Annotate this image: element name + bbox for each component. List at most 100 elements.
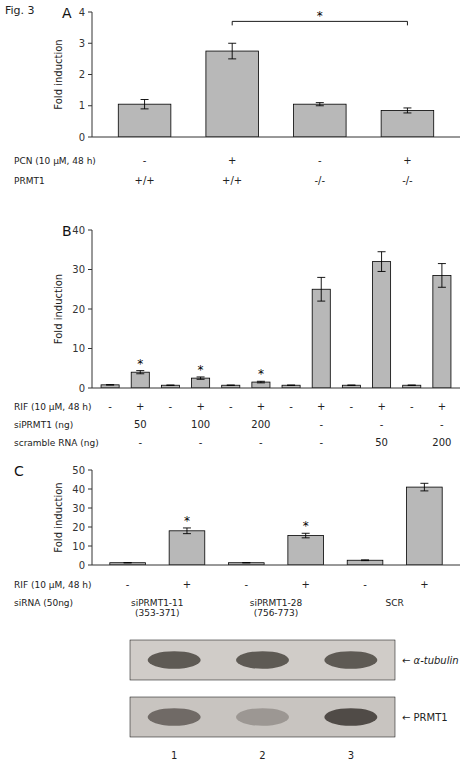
text-line: (756-773) bbox=[254, 608, 299, 618]
x-axis bbox=[92, 137, 460, 138]
error-bar bbox=[361, 559, 369, 561]
error-line bbox=[321, 277, 322, 301]
row-value: - bbox=[350, 401, 354, 412]
bar bbox=[433, 275, 451, 388]
plot-area bbox=[110, 483, 442, 565]
error-cap bbox=[378, 271, 386, 272]
bar bbox=[347, 560, 383, 565]
row-value: +/+ bbox=[222, 175, 242, 186]
error-cap bbox=[183, 533, 191, 534]
error-bar bbox=[106, 384, 114, 385]
y-tick bbox=[88, 309, 92, 310]
x-axis bbox=[92, 388, 460, 389]
error-line bbox=[186, 528, 187, 534]
blot-band bbox=[324, 708, 377, 726]
row-label: PRMT1 bbox=[14, 176, 45, 186]
y-tick bbox=[88, 527, 92, 528]
row-value: + bbox=[403, 155, 411, 166]
error-line bbox=[305, 533, 306, 538]
y-tick bbox=[88, 230, 92, 231]
error-cap bbox=[287, 385, 295, 386]
error-cap bbox=[317, 301, 325, 302]
y-tick-label: 20 bbox=[72, 304, 85, 315]
plot-area bbox=[101, 252, 451, 388]
row-value: -/- bbox=[315, 175, 326, 186]
error-cap bbox=[242, 562, 250, 563]
row-value: + bbox=[136, 401, 144, 412]
error-bar bbox=[403, 108, 411, 113]
row-value: -/- bbox=[402, 175, 413, 186]
row-value: - bbox=[410, 401, 414, 412]
error-cap bbox=[403, 112, 411, 113]
bar bbox=[131, 372, 149, 388]
error-cap bbox=[361, 560, 369, 561]
error-cap bbox=[106, 385, 114, 386]
row-value: - bbox=[169, 401, 173, 412]
y-axis-label: Fold induction bbox=[53, 274, 64, 344]
row-value: - bbox=[319, 437, 323, 448]
y-tick bbox=[88, 74, 92, 75]
y-axis-label: Fold induction bbox=[53, 482, 64, 552]
bar bbox=[192, 378, 210, 388]
row-value: + bbox=[183, 579, 191, 590]
y-tick-label: 2 bbox=[79, 69, 85, 80]
row-label: RIF (10 μM, 48 h) bbox=[14, 402, 92, 412]
y-tick-label: 3 bbox=[79, 38, 85, 49]
error-cap bbox=[124, 562, 132, 563]
row-label: siRNA (50ng) bbox=[14, 598, 73, 608]
y-tick bbox=[88, 565, 92, 566]
error-cap bbox=[408, 385, 416, 386]
row-value: - bbox=[143, 155, 147, 166]
bracket-end bbox=[232, 21, 233, 25]
row-value: + bbox=[420, 579, 428, 590]
text-line: siPRMT1-11 bbox=[131, 598, 184, 608]
error-cap bbox=[420, 490, 428, 491]
row-value: + bbox=[196, 401, 204, 412]
bracket-end bbox=[407, 21, 408, 25]
significance-star: * bbox=[184, 514, 190, 528]
error-cap bbox=[197, 379, 205, 380]
row-group-label: siPRMT1-28(756-773) bbox=[250, 598, 303, 618]
error-line bbox=[407, 108, 408, 113]
bar bbox=[252, 382, 270, 388]
y-tick-label: 20 bbox=[72, 522, 85, 533]
y-tick bbox=[88, 43, 92, 44]
y-tick-label: 0 bbox=[79, 383, 85, 394]
error-bar bbox=[136, 371, 144, 374]
significance-star: * bbox=[258, 367, 264, 381]
y-tick bbox=[88, 137, 92, 138]
bar bbox=[373, 262, 391, 388]
error-line bbox=[140, 371, 141, 374]
error-cap bbox=[166, 385, 174, 386]
error-cap bbox=[141, 108, 149, 109]
row-value: - bbox=[380, 419, 384, 430]
error-cap bbox=[316, 105, 324, 106]
row-label: siPRMT1 (ng) bbox=[14, 420, 73, 430]
y-tick-label: 40 bbox=[72, 225, 85, 236]
error-cap bbox=[227, 385, 235, 386]
error-bar bbox=[227, 385, 235, 386]
error-cap bbox=[347, 385, 355, 386]
panel-label: B bbox=[62, 223, 72, 239]
error-cap bbox=[316, 102, 324, 103]
blot-band bbox=[148, 651, 201, 669]
error-bar bbox=[197, 377, 205, 379]
background bbox=[0, 0, 474, 777]
y-tick bbox=[88, 546, 92, 547]
row-value: - bbox=[440, 419, 444, 430]
significance-star: * bbox=[137, 357, 143, 371]
row-value: - bbox=[289, 401, 293, 412]
error-cap bbox=[347, 385, 355, 386]
error-cap bbox=[287, 385, 295, 386]
error-bar bbox=[257, 381, 265, 383]
error-cap bbox=[228, 43, 236, 44]
error-bar bbox=[347, 385, 355, 386]
row-value: + bbox=[257, 401, 265, 412]
row-value: + bbox=[301, 579, 309, 590]
error-cap bbox=[403, 107, 411, 108]
row-value: 50 bbox=[134, 419, 147, 430]
error-line bbox=[441, 264, 442, 288]
blot-band bbox=[148, 708, 201, 726]
y-tick-label: 0 bbox=[79, 132, 85, 143]
row-label: RIF (10 μM, 48 h) bbox=[14, 580, 92, 590]
